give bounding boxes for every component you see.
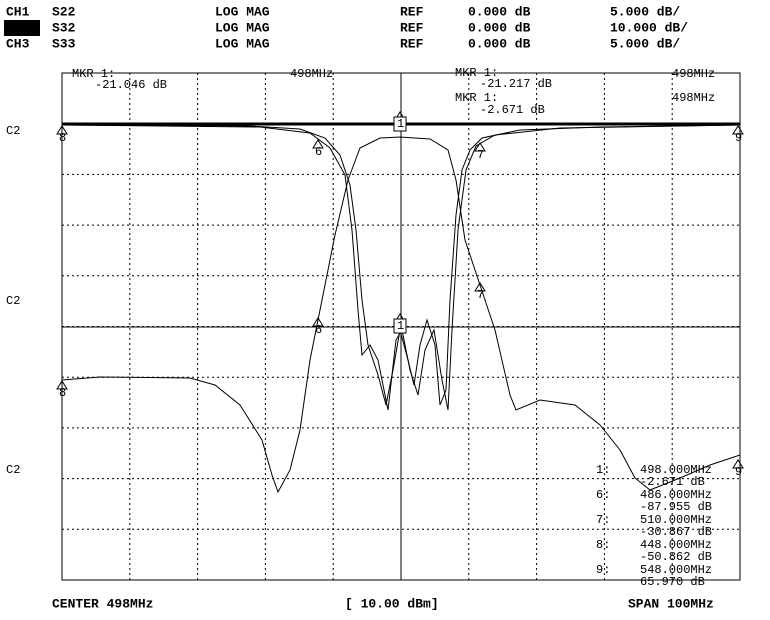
header-channel: CH2 <box>6 20 30 35</box>
marker-freq: 498MHz <box>672 91 715 105</box>
marker-triangle <box>474 282 486 292</box>
header-ref: 0.000 dB <box>468 36 531 51</box>
marker-number: 6 <box>315 323 322 337</box>
table-num: 8: <box>596 538 610 552</box>
header-scale: 10.000 dB/ <box>610 20 688 35</box>
channel-tag: C2 <box>6 463 20 477</box>
trace-s32 <box>61 136 741 494</box>
marker-triangle <box>312 317 324 327</box>
marker-triangle <box>732 125 744 135</box>
header-ref: 0.000 dB <box>468 4 531 19</box>
marker-value: -21.046 dB <box>95 78 167 92</box>
table-freq: 548.000MHz <box>640 563 712 577</box>
header-ref-label: REF <box>400 36 424 51</box>
marker-number: 8 <box>59 131 66 145</box>
header-param: S33 <box>52 36 76 51</box>
marker-triangle <box>56 380 68 390</box>
marker-box <box>393 318 407 334</box>
header-ref-label: REF <box>400 4 424 19</box>
marker-freq: 498MHz <box>290 67 333 81</box>
marker-number: 1 <box>397 117 404 131</box>
table-freq: 510.000MHz <box>640 513 712 527</box>
marker-label: MKR 1: <box>455 91 498 105</box>
marker-value: -2.671 dB <box>480 103 545 117</box>
marker-box <box>393 116 407 132</box>
table-num: 6: <box>596 488 610 502</box>
marker-number: 7 <box>477 148 484 162</box>
marker-label: MKR 1: <box>455 66 498 80</box>
table-freq: 486.000MHz <box>640 488 712 502</box>
table-value: -2.671 dB <box>640 475 705 489</box>
table-num: 9: <box>596 563 610 577</box>
table-freq: 498.000MHz <box>640 463 712 477</box>
marker-number: 9 <box>735 465 742 479</box>
marker-value: -21.217 dB <box>480 77 552 91</box>
header-param: S32 <box>52 20 76 35</box>
marker-number: 6 <box>315 145 322 159</box>
marker-number: 9 <box>735 131 742 145</box>
channel-tag: C2 <box>6 294 20 308</box>
header-ref-label: REF <box>400 20 424 35</box>
trace-s33 <box>61 124 741 411</box>
marker-triangle <box>312 139 324 149</box>
marker-freq: 498MHz <box>672 67 715 81</box>
footer-power: [ 10.00 dBm] <box>345 596 439 611</box>
table-value: -50.862 dB <box>640 550 712 564</box>
table-freq: 448.000MHz <box>640 538 712 552</box>
marker-number: 1 <box>397 319 404 333</box>
header-channel: CH3 <box>6 36 30 51</box>
header-scale: 5.000 dB/ <box>610 4 680 19</box>
table-value: -30.867 dB <box>640 525 712 539</box>
marker-label: MKR 1: <box>72 67 115 81</box>
marker-triangle <box>474 142 486 152</box>
header-channel: CH1 <box>6 4 30 19</box>
header-ref: 0.000 dB <box>468 20 531 35</box>
channel-tag: C2 <box>6 124 20 138</box>
header-format: LOG MAG <box>215 36 270 51</box>
table-num: 7: <box>596 513 610 527</box>
marker-triangle <box>732 459 744 469</box>
header-format: LOG MAG <box>215 20 270 35</box>
table-value: 65.970 dB <box>640 575 705 589</box>
footer-center: CENTER 498MHz <box>52 596 153 611</box>
marker-triangle <box>56 125 68 135</box>
table-num: 1: <box>596 463 610 477</box>
header-param: S22 <box>52 4 76 19</box>
marker-number: 8 <box>59 386 66 400</box>
header-format: LOG MAG <box>215 4 270 19</box>
active-channel-highlight <box>4 20 40 36</box>
header-scale: 5.000 dB/ <box>610 36 680 51</box>
marker-number: 7 <box>477 288 484 302</box>
footer-span: SPAN 100MHz <box>628 596 714 611</box>
table-value: -87.955 dB <box>640 500 712 514</box>
